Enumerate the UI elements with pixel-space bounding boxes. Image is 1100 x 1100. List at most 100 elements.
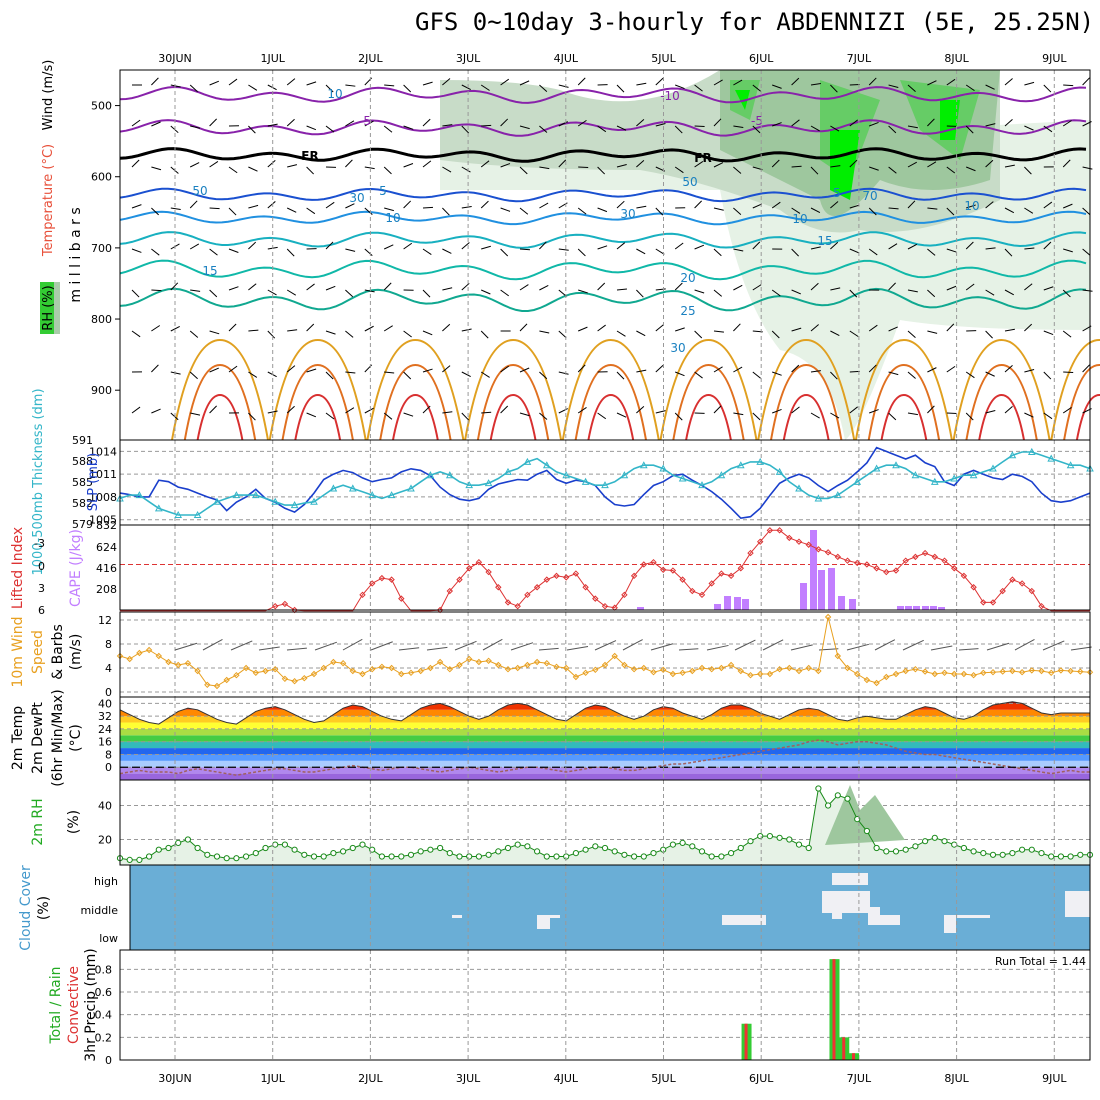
wind-barb xyxy=(287,164,298,168)
wind-marker xyxy=(378,663,386,671)
thickness-marker xyxy=(387,491,396,499)
wind-marker xyxy=(892,670,900,678)
thickness-marker xyxy=(775,467,784,475)
li-marker xyxy=(912,553,919,561)
wind-barb xyxy=(209,161,219,168)
li-marker xyxy=(698,591,706,599)
ytick-label: 500 xyxy=(91,100,112,113)
wind-marker xyxy=(853,670,861,678)
panel-10m-wind xyxy=(119,611,1091,698)
li-marker xyxy=(921,549,929,557)
wind-barb xyxy=(442,248,452,254)
ytick-label-thickness: 579 xyxy=(72,518,93,531)
li-marker xyxy=(601,602,609,610)
thickness-marker xyxy=(465,481,474,489)
wind-barb xyxy=(771,289,781,297)
wind-barb xyxy=(694,289,705,294)
wind-barb xyxy=(830,330,840,336)
wind-barb xyxy=(985,330,993,339)
wind-marker xyxy=(223,676,230,684)
wind-barb xyxy=(558,330,567,339)
li-marker xyxy=(795,538,803,545)
wind-marker xyxy=(980,669,987,677)
wind-barb xyxy=(248,412,256,421)
li-marker xyxy=(689,587,696,595)
rh-marker xyxy=(999,851,1006,858)
contour-arc xyxy=(464,338,563,441)
ylabel-millibars: m i l l i b a r s xyxy=(68,207,84,302)
cape-bar xyxy=(905,606,912,610)
rh-marker xyxy=(1048,853,1055,860)
wind-barb xyxy=(228,78,238,86)
rh-marker xyxy=(388,853,395,860)
wind-marker xyxy=(795,667,803,675)
wind-barb xyxy=(286,118,295,127)
wind-barb-10m xyxy=(174,642,198,651)
wind-barb xyxy=(151,289,162,292)
wind-barb xyxy=(888,282,896,291)
rh-marker xyxy=(883,848,890,855)
wind-marker xyxy=(427,664,434,672)
contour-20 xyxy=(119,259,1087,281)
wind-barb xyxy=(480,289,491,295)
wind-barb xyxy=(1062,406,1072,414)
date-label-bottom: 4JUL xyxy=(554,1072,579,1085)
wind-barb xyxy=(248,204,259,209)
wind-barb xyxy=(228,286,239,291)
wind-marker xyxy=(155,652,163,660)
wind-barb xyxy=(965,125,974,134)
wind-barb xyxy=(1004,78,1013,86)
contour-label: 15 xyxy=(817,234,832,248)
wind-barb xyxy=(713,330,724,333)
contour-arc xyxy=(196,393,244,441)
wind-barb-10m xyxy=(706,644,729,651)
wind-barb xyxy=(345,159,353,168)
rh-marker xyxy=(941,838,948,845)
wind-barb xyxy=(636,82,647,86)
wind-barb xyxy=(791,327,802,332)
wind-barb xyxy=(849,119,859,127)
wind-barb xyxy=(1082,77,1090,86)
wind-marker xyxy=(174,661,182,669)
wind-barb xyxy=(519,412,530,417)
wind-barb xyxy=(131,289,140,298)
ytick-label-slp: 1014 xyxy=(89,445,117,458)
wind-barb xyxy=(636,205,647,209)
wind-barb xyxy=(772,84,782,89)
wind-barb xyxy=(868,364,877,373)
li-marker xyxy=(456,576,463,583)
li-marker xyxy=(271,602,279,610)
wind-barb-10m xyxy=(314,641,338,651)
rh-marker xyxy=(281,841,288,848)
wind-barb xyxy=(1063,203,1073,209)
wind-barb xyxy=(1024,323,1033,332)
wind-barb xyxy=(481,124,492,127)
wind-barb xyxy=(791,364,800,373)
wind-barb xyxy=(403,242,413,250)
wind-barb xyxy=(830,165,841,168)
wind-barb xyxy=(733,79,743,86)
wind-barb xyxy=(616,200,625,209)
wind-barb xyxy=(383,125,393,133)
contour-arc xyxy=(1050,338,1100,441)
wind-barb xyxy=(539,330,550,334)
wind-barb xyxy=(636,119,645,127)
ytick-label: 700 xyxy=(91,242,112,255)
date-label-top: 7JUL xyxy=(847,52,872,65)
wind-barb xyxy=(190,412,201,416)
rh-marker xyxy=(1077,851,1084,858)
wind-barb xyxy=(907,125,918,129)
wind-barb xyxy=(694,371,703,379)
wind-barb xyxy=(965,84,975,92)
contour-minus5 xyxy=(119,119,1087,137)
wind-barb xyxy=(810,282,819,291)
slp-line xyxy=(119,446,1091,520)
wind-barb xyxy=(170,412,179,421)
thickness-marker xyxy=(562,471,571,479)
ytick-label-cape: 416 xyxy=(96,562,117,575)
rh-marker xyxy=(825,802,832,809)
ytick-label-wind: 12 xyxy=(98,614,112,627)
rh-marker xyxy=(446,850,453,857)
date-label-bottom: 7JUL xyxy=(847,1072,872,1085)
wind-barb xyxy=(170,371,181,375)
